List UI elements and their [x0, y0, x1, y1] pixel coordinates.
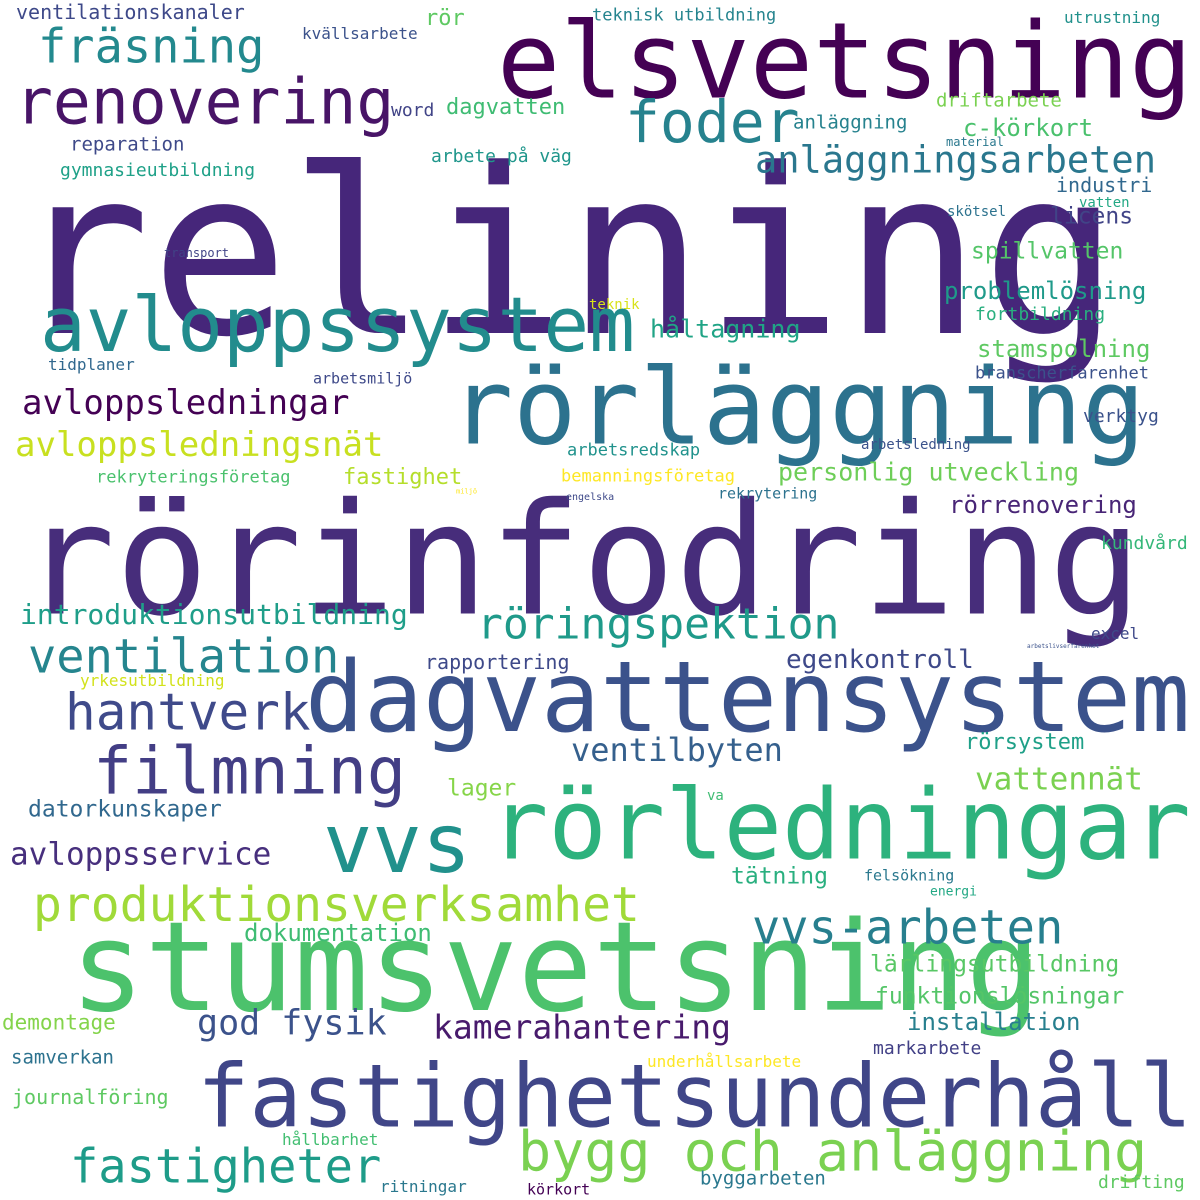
word-cloud-word: fastighet [343, 465, 463, 490]
word-cloud-word: hantverk [65, 683, 311, 743]
word-cloud-word: reparation [70, 133, 185, 156]
word-cloud-word: filmning [93, 734, 407, 810]
word-cloud-word: bemanningsföretag [561, 466, 735, 487]
word-cloud-word: ventilationskanaler [16, 0, 245, 24]
word-cloud-word: lager [447, 775, 517, 802]
word-cloud-word: tätning [731, 863, 828, 890]
word-cloud-word: kvällsarbete [302, 24, 418, 43]
word-cloud-word: avloppssystem [40, 280, 635, 369]
word-cloud-word: personlig utveckling [778, 457, 1080, 487]
word-cloud-word: elsvetsning [497, 0, 1193, 123]
word-cloud-word: industri [1056, 173, 1153, 197]
word-cloud-word: ventilation [28, 629, 340, 685]
word-cloud-word: kundvård [1101, 533, 1188, 554]
word-cloud-word: engelska [566, 492, 615, 503]
word-cloud-word: vatten [1079, 195, 1130, 211]
word-cloud-word: underhållsarbete [647, 1052, 802, 1071]
word-cloud-word: miljö [456, 487, 478, 496]
word-cloud-word: lärlingsutbildning [870, 951, 1120, 978]
word-cloud-word: håltagning [650, 314, 801, 344]
word-cloud-word: yrkesutbildning [80, 671, 225, 690]
word-cloud-word: driftarbete [936, 89, 1062, 112]
word-cloud-word: avloppsservice [10, 836, 272, 873]
word-cloud-word: fortbildning [975, 304, 1106, 325]
word-cloud-word: c-körkort [963, 114, 1094, 142]
word-cloud-word: ritningar [380, 1177, 467, 1196]
word-cloud-word: ventilbyten [571, 731, 783, 769]
word-cloud-word: rekrytering [718, 484, 818, 503]
word-cloud-word: arbetsmiljö [313, 369, 413, 388]
word-cloud-word: verktyg [1083, 406, 1159, 427]
word-cloud-word: vvs [323, 797, 472, 892]
word-cloud-word: stumsvetsning [70, 896, 1041, 1040]
word-cloud-word: rör [425, 6, 465, 31]
word-cloud-word: fräsning [38, 19, 265, 75]
word-cloud-word: arbetsledning [861, 437, 971, 453]
word-cloud-word: rörrenovering [949, 491, 1137, 519]
word-cloud-word: teknisk utbildning [592, 5, 777, 26]
word-cloud-word: anläggningsarbeten [755, 138, 1156, 182]
word-cloud-word: introduktionsutbildning [20, 598, 408, 631]
word-cloud-word: tidplaner [48, 355, 135, 374]
word-cloud-word: rapportering [425, 650, 570, 674]
word-cloud-word: körkort [527, 1180, 591, 1199]
word-cloud-word: dagvatten [446, 95, 566, 120]
word-cloud-word: renovering [15, 65, 395, 139]
word-cloud-word: god fysik [197, 1003, 387, 1044]
word-cloud-word: gymnasieutbildning [60, 160, 256, 181]
word-cloud-word: teknik [589, 297, 640, 313]
word-cloud-word: drifting [1098, 1172, 1185, 1193]
word-cloud-word: relining [12, 121, 1120, 388]
word-cloud-word: energi [930, 884, 977, 900]
word-cloud-word: transport [164, 246, 230, 260]
word-cloud-word: datorkunskaper [28, 796, 222, 823]
word-cloud-word: anläggning [793, 111, 908, 134]
word-cloud-word: dokumentation [244, 919, 432, 947]
word-cloud-word: arbete på väg [431, 146, 572, 167]
word-cloud-word: installation [907, 1008, 1081, 1036]
word-cloud-word: word [391, 100, 435, 121]
word-cloud-word: journalföring [12, 1085, 169, 1109]
word-cloud-word: avloppsledningsnät [15, 425, 384, 465]
word-cloud-word: skötsel [947, 204, 1007, 220]
word-cloud-word: vvs-arbeten [752, 900, 1064, 956]
word-cloud-word: utrustning [1064, 8, 1161, 27]
word-cloud-word: demontage [2, 1010, 116, 1035]
word-cloud-word: bygg och anläggning [518, 1119, 1148, 1184]
word-cloud-word: dagvattensystem [305, 641, 1191, 755]
word-cloud-word: fastighetsunderhåll [197, 1045, 1193, 1148]
word-cloud-word: avloppsledningar [22, 383, 350, 423]
word-cloud-word: stamspolning [977, 335, 1151, 363]
word-cloud-word: hållbarhet [282, 1130, 379, 1149]
word-cloud-word: egenkontroll [786, 645, 974, 675]
word-cloud-word: markarbete [873, 1038, 982, 1059]
word-cloud-word: felsökning [864, 866, 955, 885]
word-cloud-word: foder [625, 88, 800, 156]
word-cloud-word: problemlösning [944, 277, 1147, 305]
word-cloud-word: rörinfodring [22, 469, 1142, 651]
word-cloud-word: arbetslivserfarenhet [1027, 643, 1100, 650]
word-cloud-word: arbetsredskap [567, 440, 701, 461]
word-cloud-word: samverkan [11, 1046, 114, 1069]
word-cloud-word: kamerahantering [433, 1007, 732, 1047]
word-cloud-word: byggarbeten [700, 1167, 826, 1190]
word-cloud-word: funktionslösningar [875, 983, 1125, 1010]
word-cloud-word: produktionsverksamhet [33, 877, 640, 933]
word-cloud-word: spillvatten [971, 238, 1124, 265]
word-cloud-word: excel [1091, 624, 1140, 643]
word-cloud-word: material [946, 135, 1004, 149]
word-cloud-word: rekryteringsföretag [96, 467, 291, 488]
word-cloud-word: branscherfarenhet [975, 363, 1149, 384]
word-cloud-word: rörläggning [450, 346, 1146, 469]
word-cloud-word: vattennät [975, 761, 1143, 798]
word-cloud-word: va [707, 788, 724, 804]
word-cloud-word: licens [1050, 203, 1134, 230]
word-cloud-word: röringspektion [477, 599, 840, 650]
word-cloud-word: fastigheter [70, 1139, 382, 1195]
word-cloud-word: rörsystem [965, 730, 1085, 755]
word-cloud-word: rörledningar [490, 768, 1191, 882]
